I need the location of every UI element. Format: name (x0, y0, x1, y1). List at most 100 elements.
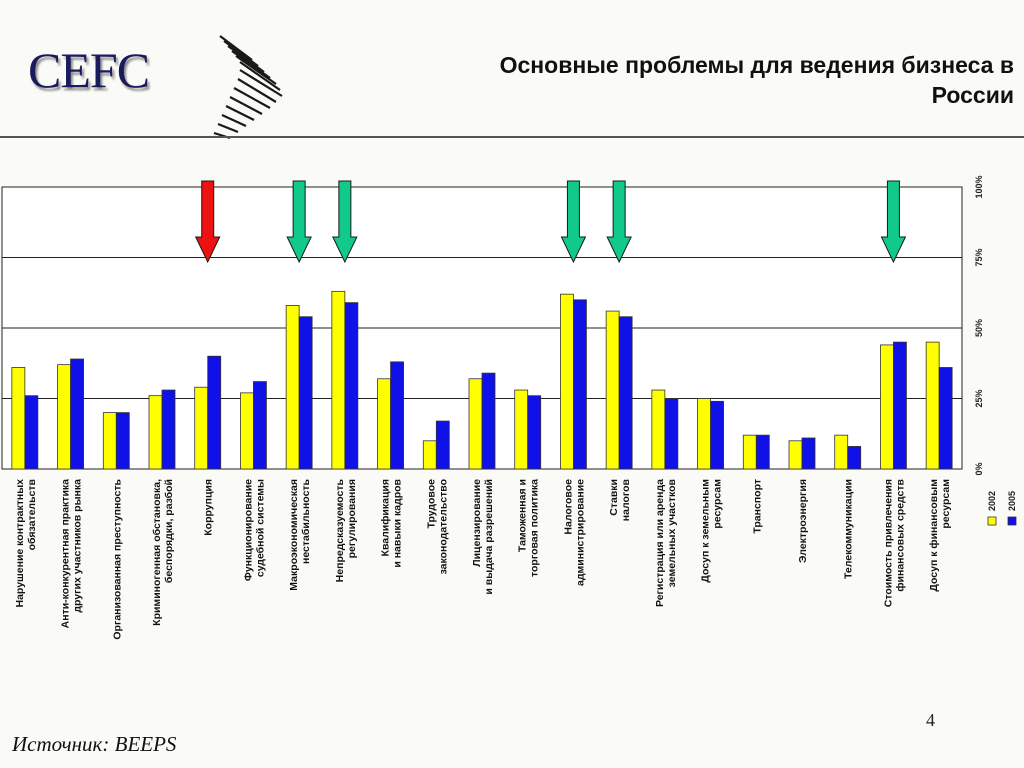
arrow-green-icon (332, 180, 358, 264)
arrow-green-icon (606, 180, 632, 264)
logo-text: CEFC (28, 42, 150, 98)
category-label: Функционирование (242, 479, 254, 581)
bar-2005 (298, 316, 313, 470)
category-label: Лицензирование (471, 479, 483, 567)
category-label: других участников рынка (72, 479, 84, 613)
category-label: законодательство (437, 479, 449, 574)
category-label: Регистрация или аренда (654, 479, 666, 607)
bar-2002 (834, 434, 849, 470)
category-label: Ставки (608, 479, 620, 516)
bar-2005 (481, 372, 496, 470)
category-label: Досуп к финансовым (928, 479, 940, 592)
category-label: Коррупция (203, 479, 215, 536)
category-label: ресурсам (712, 479, 724, 529)
category-label: Телекоммуникации (843, 479, 855, 579)
bar-2005 (70, 358, 84, 470)
bar-2005 (253, 381, 267, 470)
bar-2005 (801, 437, 816, 470)
category-label: налогов (620, 478, 632, 521)
arrow-green-icon (880, 180, 907, 264)
page-title-line1: Основные проблемы для ведения бизнеса в (499, 52, 1014, 78)
category-label: Макроэкономическая (288, 479, 300, 591)
bar-2005 (664, 398, 679, 470)
page-title: Основные проблемы для ведения бизнеса в … (414, 50, 1014, 110)
bar-2002 (697, 398, 711, 470)
bar-2002 (605, 310, 620, 470)
bar-2005 (710, 400, 724, 470)
page-title-line2: России (931, 82, 1014, 108)
bar-2002 (422, 440, 437, 470)
arrow-green-icon (560, 180, 587, 264)
category-label: и выдача разрешений (483, 479, 495, 595)
category-label: Квалификация (380, 479, 392, 556)
y-tick-label: 100% (974, 175, 984, 198)
category-label: торговая политика (529, 479, 541, 577)
category-label: Нарушение контрактных (14, 479, 26, 608)
category-label: Непредсказуемость (334, 478, 346, 582)
bar-chart: 0% 25% 50% 75% 100% Нарушение контрактных обяз… (1, 175, 1017, 640)
bar-2005 (435, 420, 450, 470)
bar-2005 (573, 299, 587, 470)
bar-2002 (285, 305, 300, 470)
bar-2002 (240, 392, 254, 470)
category-label: администрирование (574, 479, 586, 586)
legend-label-2002: 2002 (987, 491, 997, 511)
bar-2005 (390, 361, 404, 470)
category-label: Стоимость привлечения (882, 479, 894, 607)
arrow-green-icon (286, 180, 312, 264)
bar-2002 (468, 378, 483, 470)
y-tick-label: 50% (974, 319, 984, 337)
bar-2002 (560, 293, 574, 470)
header-divider (0, 136, 1024, 138)
category-label: Электроэнергия (797, 479, 809, 563)
category-label: регулирования (346, 479, 358, 558)
category-label: Транспорт (751, 479, 763, 534)
bar-2002 (57, 364, 71, 470)
category-label: Досуп к земельным (700, 479, 712, 583)
bar-2005 (755, 434, 770, 470)
bar-2005 (893, 341, 907, 470)
y-tick-label: 25% (974, 389, 984, 407)
category-label: Налоговое (562, 479, 574, 535)
legend-swatch-2005 (1007, 516, 1017, 526)
bar-2005 (938, 367, 953, 470)
bar-2002 (11, 367, 26, 470)
bar-2005 (527, 395, 542, 470)
y-tick-label: 0% (974, 462, 984, 475)
bar-2005 (618, 316, 633, 470)
bar-2005 (24, 395, 39, 470)
page-number: 4 (926, 710, 935, 730)
arrow-red-icon (194, 180, 221, 264)
bar-2005 (115, 412, 130, 470)
bar-2002 (194, 386, 209, 470)
bar-2005 (207, 355, 222, 470)
category-label: беспорядки, разбой (163, 479, 175, 583)
bar-2002 (742, 434, 757, 470)
bar-2005 (344, 302, 359, 470)
category-label: земельных участков (666, 478, 678, 587)
logo: CEFC (28, 35, 288, 140)
bar-2002 (377, 378, 391, 470)
bar-2005 (847, 446, 862, 470)
bar-2002 (925, 341, 940, 470)
category-label: обязательств (26, 478, 38, 550)
bar-2002 (331, 290, 346, 470)
y-tick-label: 75% (974, 248, 984, 266)
bar-2002 (788, 440, 803, 470)
category-label: Таможенная и (517, 479, 529, 552)
bar-2002 (514, 389, 529, 470)
bar-2005 (161, 389, 176, 470)
logo-stripes-icon (213, 35, 283, 140)
category-label: судебной системы (254, 479, 266, 577)
category-label: Трудовое (425, 479, 437, 529)
source-note: Источник: BEEPS (12, 732, 177, 756)
legend-label-2005: 2005 (1007, 491, 1017, 511)
category-label: Криминогенная обстановка, (151, 479, 163, 626)
category-label: нестабильность (300, 478, 312, 564)
category-label: Анти-конкурентная практика (60, 479, 72, 629)
bar-2002 (102, 412, 117, 470)
bar-2002 (651, 389, 666, 470)
bar-2002 (880, 344, 894, 470)
bar-2002 (148, 395, 163, 470)
legend-swatch-2002 (987, 516, 997, 526)
